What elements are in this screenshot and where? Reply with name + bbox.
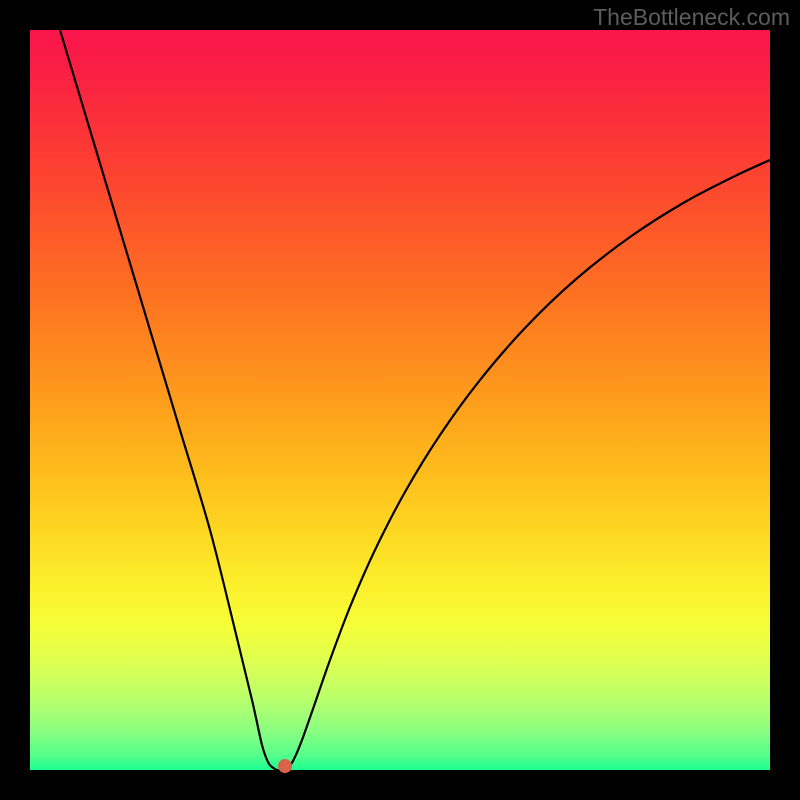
chart-container: TheBottleneck.com — [0, 0, 800, 800]
optimal-point-marker — [278, 759, 292, 773]
plot-area — [30, 30, 770, 770]
bottleneck-curve — [30, 30, 770, 770]
watermark-text: TheBottleneck.com — [593, 4, 790, 31]
